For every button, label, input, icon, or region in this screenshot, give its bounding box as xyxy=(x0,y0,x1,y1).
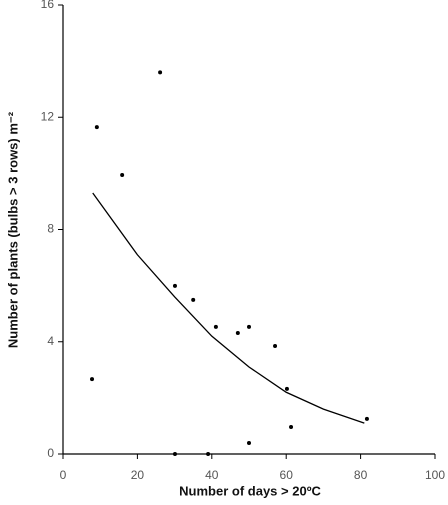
x-axis-title: Number of days > 20ºC xyxy=(179,483,321,498)
point xyxy=(284,386,289,391)
point xyxy=(191,297,196,302)
point xyxy=(158,70,163,75)
x-tick-label: 100 xyxy=(425,468,445,482)
point xyxy=(90,377,95,382)
point xyxy=(206,452,211,456)
point xyxy=(289,425,294,430)
x-tick-label: 80 xyxy=(354,468,368,482)
fit-curve xyxy=(92,192,365,424)
y-tick-label: 0 xyxy=(47,446,54,460)
point xyxy=(273,343,278,348)
point xyxy=(120,173,125,178)
point xyxy=(247,324,251,329)
x-tick-label: 20 xyxy=(131,468,145,482)
x-tick-label: 0 xyxy=(60,468,67,482)
x-tick-label: 40 xyxy=(205,468,219,482)
x-tick-label: 60 xyxy=(280,468,294,482)
point xyxy=(364,416,369,421)
point xyxy=(247,441,251,446)
point xyxy=(213,324,218,329)
point xyxy=(172,283,177,288)
point xyxy=(94,125,99,130)
y-tick-label: 8 xyxy=(47,222,54,236)
y-tick-label: 16 xyxy=(41,0,55,11)
point xyxy=(172,452,177,456)
y-axis-title: Number of plants (bulbs > 3 rows) m⁻² xyxy=(5,111,20,348)
point xyxy=(235,331,240,336)
y-tick-label: 12 xyxy=(41,109,55,123)
y-tick-label: 4 xyxy=(47,334,54,348)
